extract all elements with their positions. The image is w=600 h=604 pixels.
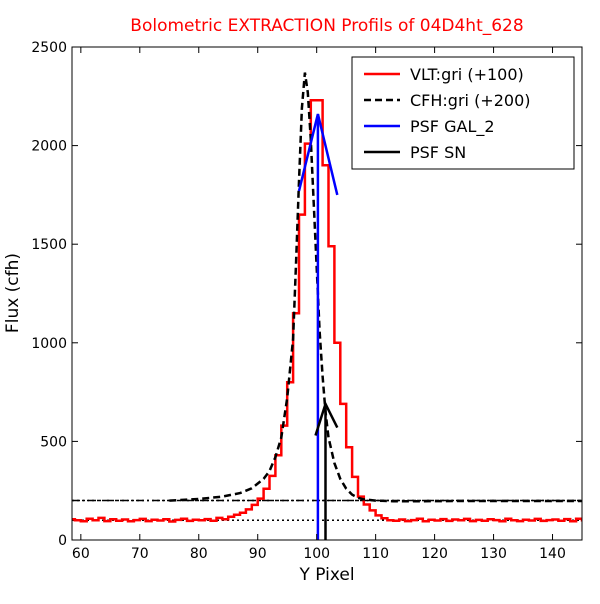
legend-label: VLT:gri (+100) xyxy=(410,65,524,84)
x-tick-label: 90 xyxy=(249,546,267,562)
x-tick-label: 60 xyxy=(72,546,90,562)
legend-label: PSF GAL_2 xyxy=(410,117,495,137)
x-tick-label: 130 xyxy=(480,546,507,562)
y-tick-label: 1000 xyxy=(31,336,67,352)
y-tick-label: 2000 xyxy=(31,139,67,155)
x-tick-label: 100 xyxy=(303,546,330,562)
legend-label: PSF SN xyxy=(410,143,466,162)
y-axis-label: Flux (cfh) xyxy=(3,253,23,333)
legend: VLT:gri (+100) CFH:gri (+200) PSF GAL_2 PSF… xyxy=(351,56,575,170)
x-tick-label: 80 xyxy=(190,546,208,562)
plot-frame xyxy=(71,46,583,541)
x-axis-label: Y Pixel xyxy=(298,565,354,585)
axis-ticks: 60 70 80 90 100 110 120 130 140 0 500 1000 1500 2000 2… xyxy=(31,40,582,562)
plot-area xyxy=(72,72,582,540)
y-tick-label: 500 xyxy=(40,434,67,450)
x-tick-label: 140 xyxy=(539,546,566,562)
x-tick-label: 120 xyxy=(421,546,448,562)
y-tick-label: 1500 xyxy=(31,237,67,253)
x-tick-label: 110 xyxy=(362,546,389,562)
chart-title: Bolometric EXTRACTION Profils of 04D4ht_… xyxy=(130,16,523,36)
legend-label: CFH:gri (+200) xyxy=(410,91,531,110)
y-tick-label: 2500 xyxy=(31,40,67,56)
y-tick-label: 0 xyxy=(58,533,67,549)
series-cfh-gri-200-line xyxy=(169,72,582,503)
x-tick-label: 70 xyxy=(131,546,149,562)
legend-box xyxy=(351,56,575,170)
series-vlt-gri-100-line xyxy=(72,98,582,523)
